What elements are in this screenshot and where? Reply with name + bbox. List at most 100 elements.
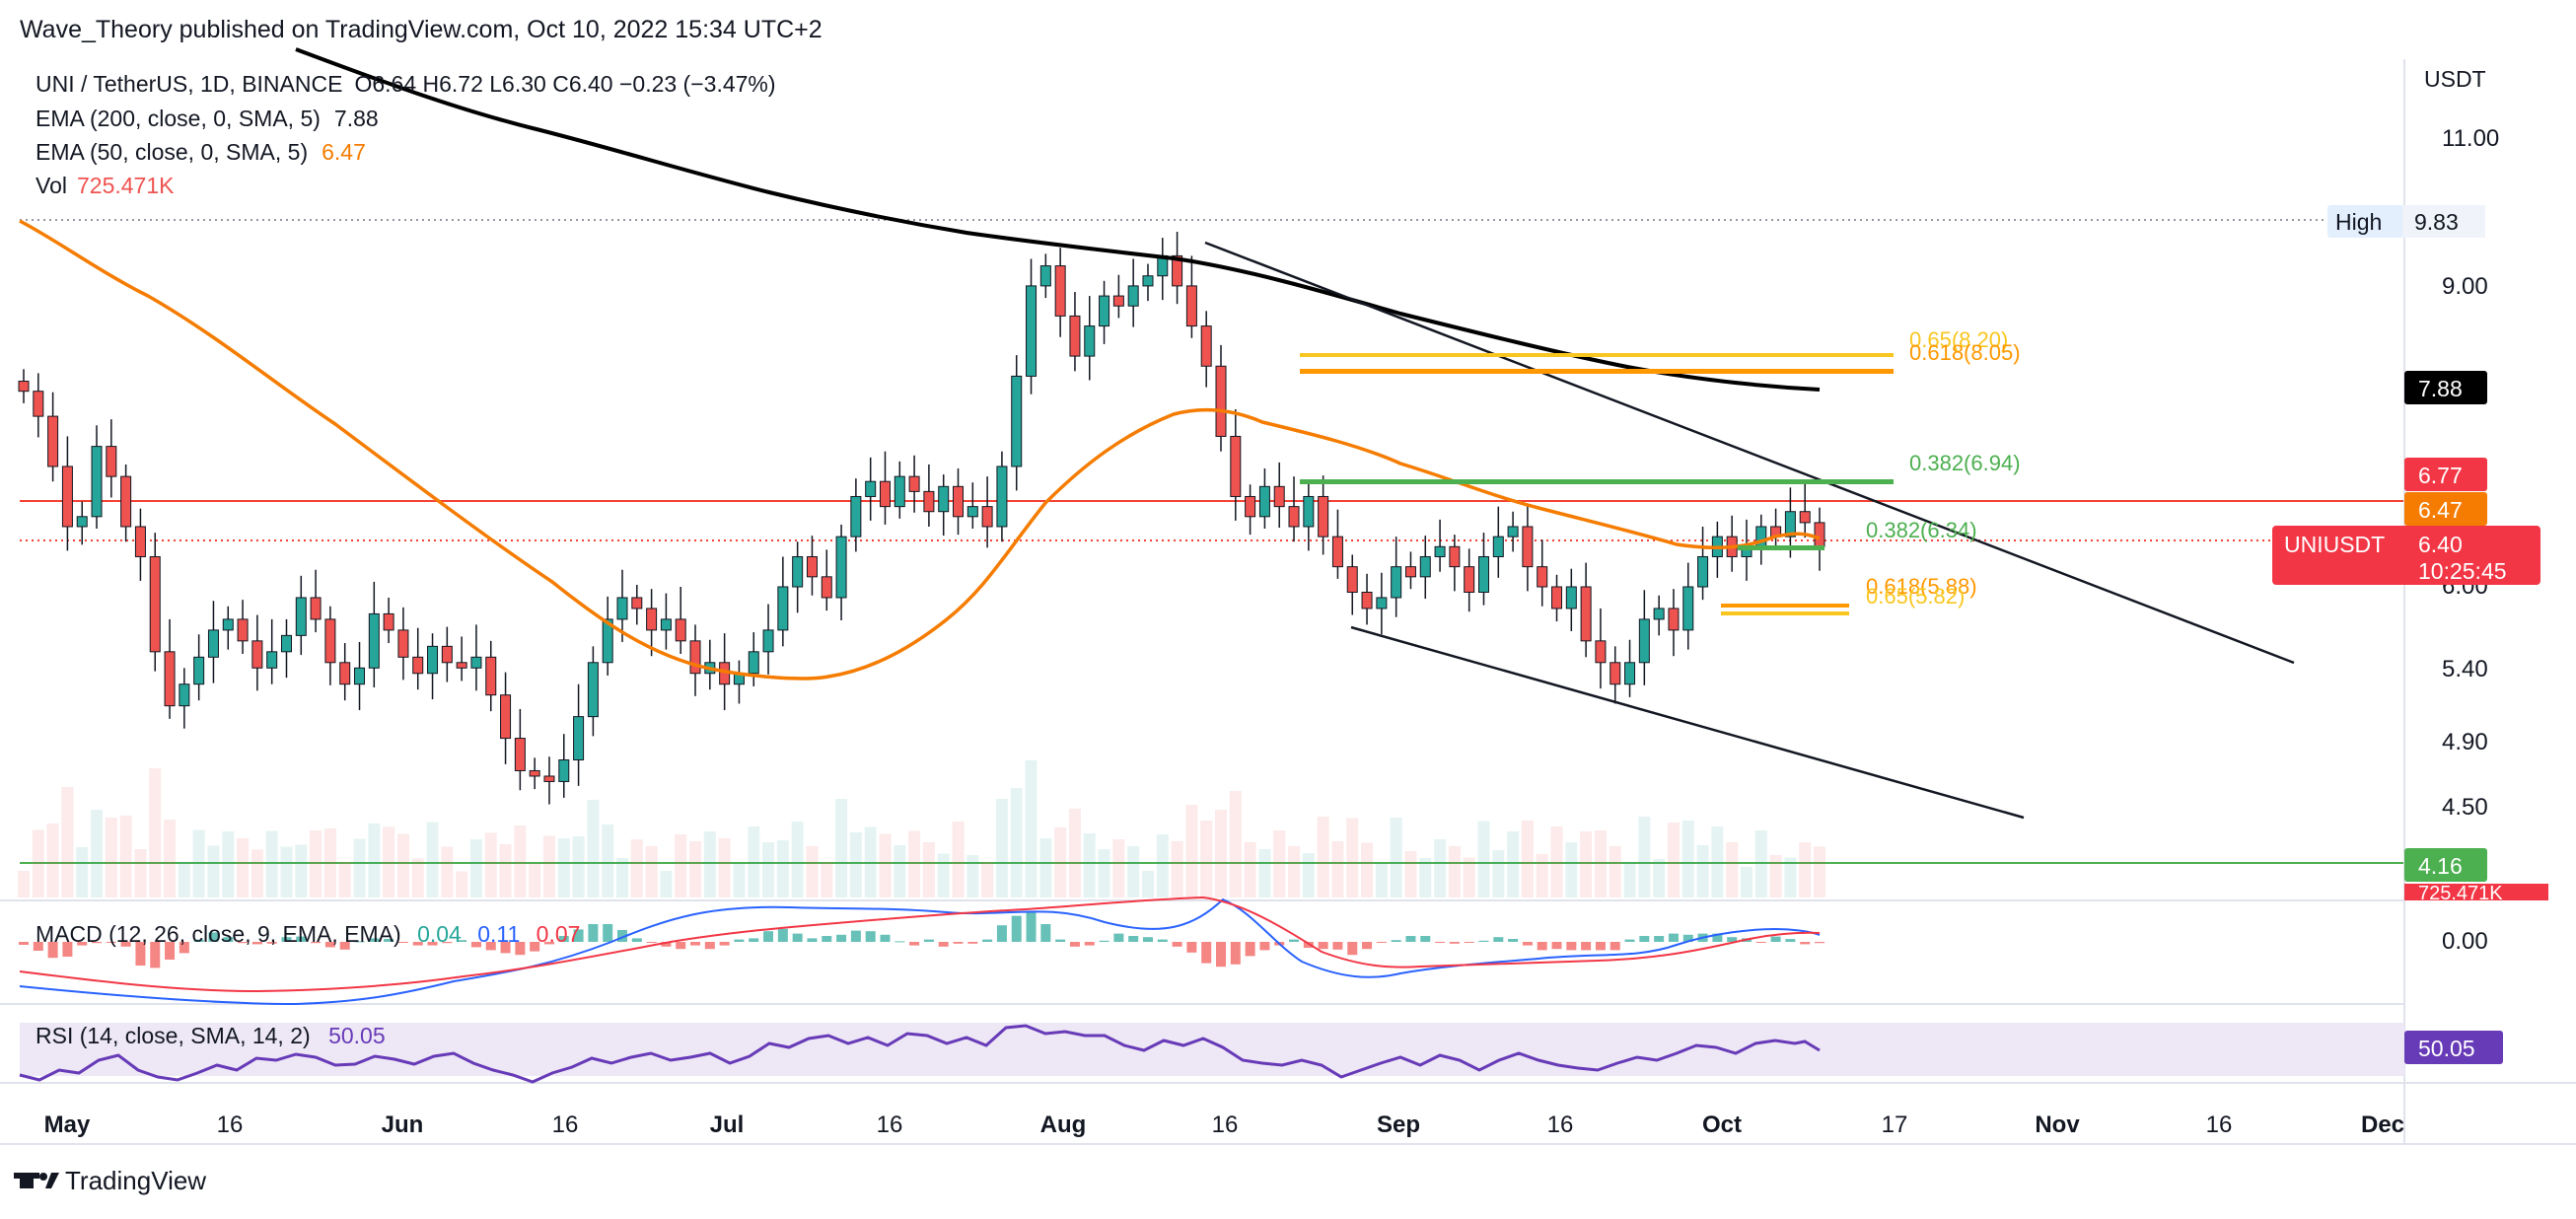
currency-label: USDT	[2424, 66, 2486, 92]
volume-bar	[310, 830, 322, 897]
legend-vol[interactable]: Vol 725.471K	[36, 173, 175, 198]
macd-bar	[1172, 942, 1182, 947]
time-axis[interactable]: May 16 Jun 16 Jul 16 Aug 16 Sep 16 Oct 1…	[44, 1111, 2404, 1138]
candle	[1273, 462, 1285, 528]
price-tick-9: 9.00	[2442, 273, 2488, 300]
macd-bar	[1478, 940, 1489, 942]
macd-bar	[1142, 937, 1153, 942]
footer-logo[interactable]: TradingView	[14, 1166, 206, 1195]
volume-bar	[295, 844, 308, 897]
macd-bar	[165, 942, 176, 960]
high-value: 9.83	[2414, 209, 2459, 235]
fib-label-0618-upper: 0.618(8.05)	[1909, 340, 2021, 365]
macd-bar	[676, 942, 686, 950]
fib-0618-upper	[1300, 369, 1894, 374]
time-label-may: May	[44, 1111, 91, 1138]
macd-bar	[1449, 942, 1460, 944]
volume-bar	[222, 831, 235, 897]
macd-bar	[1391, 940, 1401, 942]
volume-bar	[46, 824, 59, 897]
volume-bar	[1536, 854, 1548, 897]
macd-bar	[266, 942, 277, 944]
volume-bar	[1799, 842, 1812, 897]
last-price: 6.40	[2418, 532, 2463, 557]
candle	[587, 646, 599, 737]
volume-bar	[1141, 871, 1154, 897]
volume-bar	[1083, 833, 1096, 897]
volume-bar	[1653, 859, 1666, 897]
candle	[1449, 535, 1461, 592]
candle	[1682, 562, 1694, 650]
candle	[631, 584, 643, 625]
legend-symbol[interactable]: UNI / TetherUS, 1D, BINANCE O6.64 H6.72 L…	[36, 71, 776, 97]
candle	[1258, 467, 1270, 530]
volume-bar	[703, 831, 716, 897]
candle	[733, 660, 745, 704]
candle	[339, 643, 351, 701]
candle	[1185, 255, 1197, 338]
volume-bar	[1492, 850, 1505, 897]
candle	[1638, 590, 1650, 685]
macd-bar	[1610, 942, 1620, 951]
macd-bar	[1755, 942, 1766, 943]
candle	[792, 541, 804, 613]
macd-bar	[1230, 942, 1241, 965]
rsi-legend[interactable]: RSI (14, close, SMA, 14, 2) 50.05	[36, 1023, 386, 1048]
candle	[1391, 537, 1402, 617]
macd-bar	[1040, 924, 1051, 942]
macd-bar	[1654, 936, 1665, 942]
price-pane[interactable]: 0.65(8.20) 0.618(8.05) 0.382(6.94) 0.382…	[18, 47, 2404, 897]
time-label-dec: Dec	[2361, 1111, 2404, 1138]
candle	[806, 536, 818, 596]
candle	[908, 455, 920, 513]
macd-bar	[1668, 933, 1679, 942]
legend-ema200[interactable]: EMA (200, close, 0, SMA, 5) 7.88	[36, 106, 379, 131]
macd-bar	[1318, 942, 1328, 950]
legend-ema50[interactable]: EMA (50, close, 0, SMA, 5) 6.47	[36, 139, 366, 165]
volume-bar	[689, 841, 702, 897]
volume-bar	[1711, 826, 1724, 897]
volume-bar	[1550, 826, 1563, 897]
macd-bar	[1289, 939, 1300, 942]
candle	[850, 478, 862, 552]
volume-bar	[835, 799, 848, 897]
macd-bar	[135, 942, 146, 966]
candle	[1434, 519, 1446, 572]
time-label-jun-16: 16	[552, 1111, 579, 1138]
volume-bar	[514, 825, 527, 897]
volume-bar	[1025, 760, 1038, 897]
high-value-badge	[2402, 205, 2485, 238]
ema50-line	[19, 219, 1821, 681]
upper-trendline	[1204, 241, 2295, 665]
volume-bar	[134, 849, 147, 897]
macd-bar	[19, 942, 29, 945]
volume-bar	[265, 830, 278, 897]
macd-legend[interactable]: MACD (12, 26, close, 9, EMA, EMA) 0.04 0…	[36, 921, 580, 947]
volume-bar	[557, 838, 570, 897]
fib-label-065-lower: 0.65(5.82)	[1866, 584, 1965, 609]
macd-bar	[734, 939, 745, 942]
candle	[514, 708, 526, 791]
macd-bar	[251, 942, 262, 945]
macd-bar	[457, 940, 467, 942]
candle	[1026, 258, 1038, 394]
macd-histogram	[19, 910, 1825, 968]
price-axis[interactable]: USDT 11.00 9.00 6.00 5.40 4.90 4.50 0.00…	[2272, 66, 2548, 1064]
macd-bar	[1084, 942, 1095, 946]
candle	[266, 618, 278, 684]
macd-pane[interactable]: MACD (12, 26, close, 9, EMA, EMA) 0.04 0…	[19, 896, 1825, 1006]
volume-bar	[1565, 842, 1578, 897]
fib-0618-lower	[1721, 604, 1849, 608]
macd-bar	[822, 936, 832, 942]
candle	[1230, 408, 1242, 521]
volume-bar	[237, 838, 250, 897]
rsi-pane[interactable]: RSI (14, close, SMA, 14, 2) 50.05	[19, 1023, 2404, 1084]
candle	[646, 589, 658, 657]
ema200-tag	[2404, 371, 2487, 404]
candle	[120, 464, 132, 542]
candle	[368, 581, 380, 688]
rsi-band	[20, 1023, 2404, 1076]
macd-bar	[179, 942, 189, 954]
time-label-aug: Aug	[1040, 1111, 1087, 1138]
